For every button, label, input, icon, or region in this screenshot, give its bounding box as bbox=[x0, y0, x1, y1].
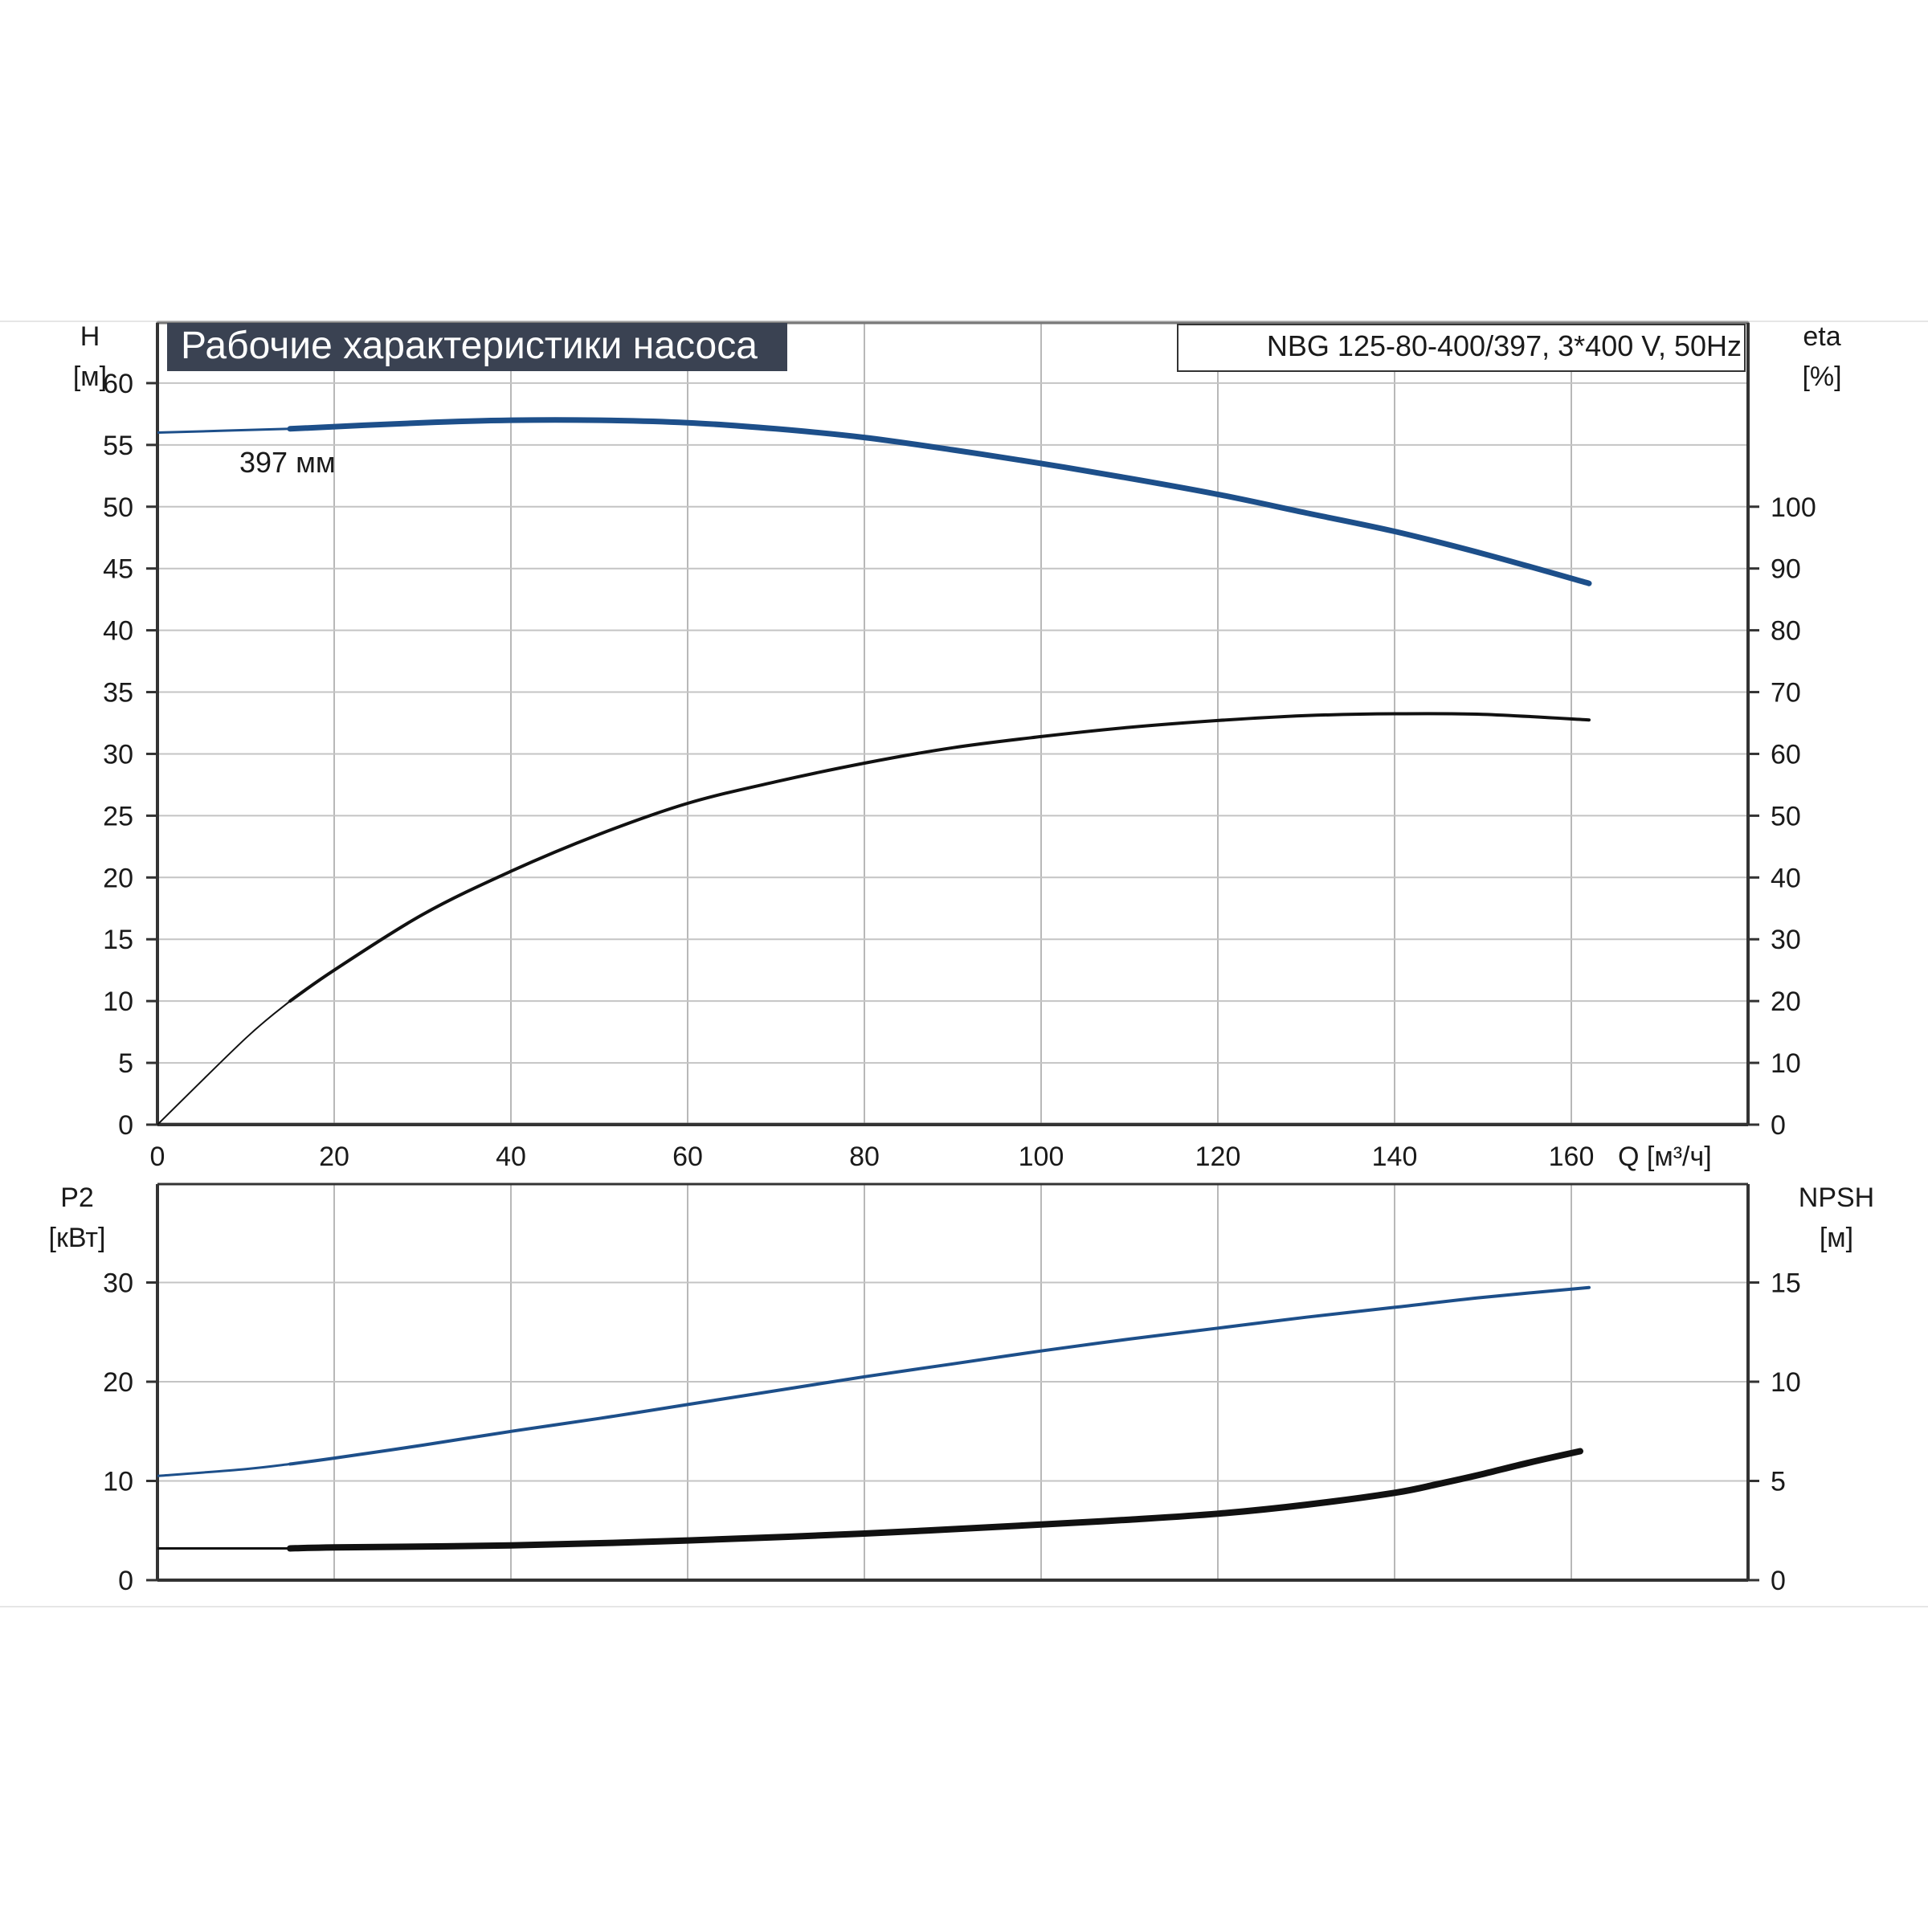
bottom-right-tick-label: 10 bbox=[1771, 1367, 1801, 1398]
model-label: NBG 125-80-400/397, 3*400 V, 50Hz bbox=[1267, 329, 1742, 362]
top-right-tick-label: 0 bbox=[1771, 1110, 1786, 1141]
x-axis-label: Q [м³/ч] bbox=[1618, 1142, 1712, 1172]
h-curve-start bbox=[157, 427, 291, 434]
top-right-tick-label: 80 bbox=[1771, 616, 1801, 647]
top-right-tick-label: 60 bbox=[1771, 739, 1801, 770]
top-left-tick-label: 60 bbox=[103, 369, 133, 399]
h-curve bbox=[287, 417, 1592, 586]
bottom-left-tick-label: 20 bbox=[103, 1367, 133, 1398]
bottom-right-tick-label: 5 bbox=[1771, 1467, 1786, 1497]
top-left-tick-label: 55 bbox=[103, 431, 133, 461]
top-left-tick-label: 0 bbox=[118, 1110, 133, 1141]
bottom-ticks: 0 10 20 30 0 5 10 15 bbox=[103, 1268, 1801, 1597]
top-right-tick-label: 30 bbox=[1771, 925, 1801, 955]
bottom-right-axis-label-line1: NPSH bbox=[1799, 1182, 1874, 1213]
top-left-tick-label: 10 bbox=[103, 986, 133, 1017]
x-tick-label: 80 bbox=[849, 1142, 880, 1172]
top-left-tick-label: 15 bbox=[103, 925, 133, 955]
bottom-left-axis-label-line1: P2 bbox=[60, 1182, 94, 1213]
chart-title: Рабочие характеристики насоса bbox=[181, 325, 758, 367]
eta-curve bbox=[288, 712, 1591, 1003]
top-right-axis-label-line2: [%] bbox=[1802, 361, 1841, 392]
top-right-tick-label: 50 bbox=[1771, 801, 1801, 831]
bottom-left-tick-label: 10 bbox=[103, 1467, 133, 1497]
top-left-tick-label: 20 bbox=[103, 863, 133, 893]
top-left-tick-label: 5 bbox=[118, 1048, 133, 1079]
eta-curve-start bbox=[157, 1000, 291, 1125]
bottom-right-axis-label-line2: [м] bbox=[1820, 1223, 1853, 1253]
title-banner bbox=[167, 323, 787, 371]
top-ticks: 0 5 10 15 20 25 30 35 40 45 50 55 60 0 10 20 30 40 50 60 70 8… bbox=[103, 369, 1816, 1172]
x-tick-label: 60 bbox=[672, 1142, 703, 1172]
bottom-series bbox=[157, 1285, 1591, 1552]
x-tick-label: 140 bbox=[1372, 1142, 1418, 1172]
x-tick-label: 120 bbox=[1195, 1142, 1241, 1172]
top-right-tick-label: 10 bbox=[1771, 1048, 1801, 1079]
top-left-axis-label-line1: H bbox=[80, 321, 100, 352]
top-series bbox=[157, 417, 1592, 1125]
top-grid bbox=[157, 321, 1749, 1125]
npsh-curve bbox=[287, 1448, 1583, 1552]
model-label-box bbox=[1177, 324, 1746, 372]
x-tick-label: 100 bbox=[1019, 1142, 1064, 1172]
top-left-axis-label-line2: [м] bbox=[73, 361, 107, 392]
impeller-diameter-annotation: 397 мм bbox=[239, 446, 336, 479]
top-right-tick-label: 90 bbox=[1771, 554, 1801, 585]
top-right-tick-label: 100 bbox=[1771, 492, 1816, 523]
top-left-tick-label: 40 bbox=[103, 616, 133, 647]
bottom-left-axis-label-line2: [кВт] bbox=[49, 1223, 106, 1253]
bottom-left-tick-label: 0 bbox=[118, 1566, 133, 1596]
p2-curve bbox=[288, 1285, 1591, 1466]
x-tick-label: 40 bbox=[496, 1142, 526, 1172]
bottom-right-tick-label: 0 bbox=[1771, 1566, 1786, 1596]
top-left-tick-label: 35 bbox=[103, 678, 133, 709]
bottom-left-tick-label: 30 bbox=[103, 1268, 133, 1299]
top-left-tick-label: 50 bbox=[103, 492, 133, 523]
x-tick-label: 160 bbox=[1549, 1142, 1595, 1172]
top-plot-border bbox=[156, 321, 1750, 1125]
top-right-tick-label: 70 bbox=[1771, 678, 1801, 709]
top-right-axis-label-line1: eta bbox=[1803, 321, 1840, 352]
x-tick-label: 0 bbox=[150, 1142, 165, 1172]
top-right-tick-label: 20 bbox=[1771, 986, 1801, 1017]
top-left-tick-label: 30 bbox=[103, 739, 133, 770]
top-right-tick-label: 40 bbox=[1771, 863, 1801, 893]
bottom-right-tick-label: 15 bbox=[1771, 1268, 1801, 1299]
x-tick-label: 20 bbox=[319, 1142, 349, 1172]
top-left-tick-label: 45 bbox=[103, 554, 133, 585]
top-left-tick-label: 25 bbox=[103, 801, 133, 831]
bottom-grid bbox=[157, 1184, 1749, 1580]
p2-curve-start bbox=[157, 1463, 291, 1477]
